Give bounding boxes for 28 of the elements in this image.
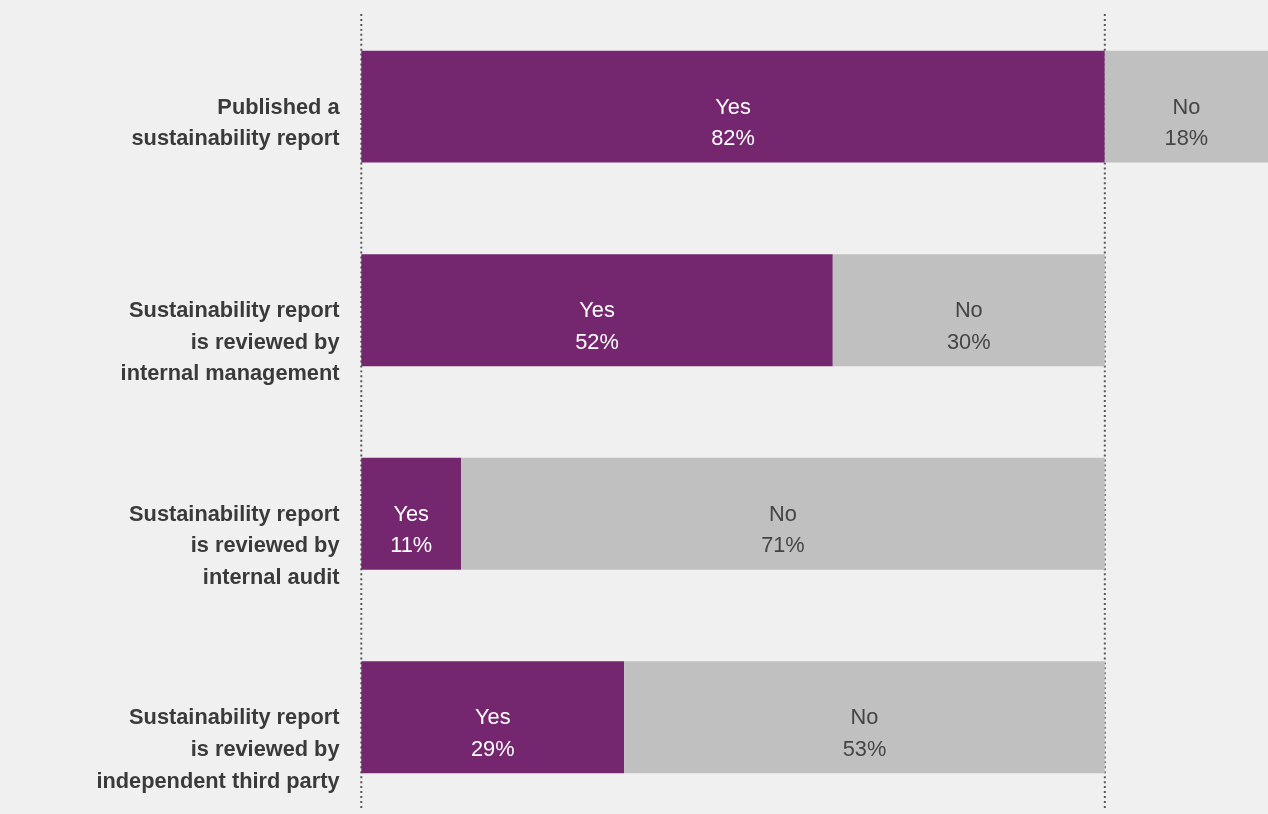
text: Yes [579,297,615,323]
text: Yes [475,704,511,730]
data-label: 71% [761,532,805,558]
data-label: 11% [390,532,433,558]
y-tick-label: Sustainability report is reviewed by independent third party [96,704,340,793]
bar [361,50,1105,163]
data-label: 52% [575,328,619,354]
data-label: 29% [470,735,515,761]
y-tick-label: Sustainability report is reviewed by internal audit [129,500,340,589]
bar [624,661,1105,774]
bar [361,457,462,570]
bar [361,661,625,774]
bar [1104,50,1268,163]
bar [361,254,833,367]
text: No [850,704,879,730]
data-label: 53% [842,735,887,761]
data-label: 18% [1164,125,1209,151]
bar [461,457,1105,570]
text: No [1172,93,1201,119]
data-label: 30% [947,328,991,354]
series-label: Yes [393,500,430,526]
series-label: No [769,500,797,526]
y-tick-label: Published a sustainability report [131,93,341,151]
text: No [954,297,983,323]
text: Yes [715,93,751,119]
bar [832,254,1105,367]
data-label: 82% [711,125,755,151]
y-tick-label: Sustainability report is reviewed by internal management [120,297,340,386]
